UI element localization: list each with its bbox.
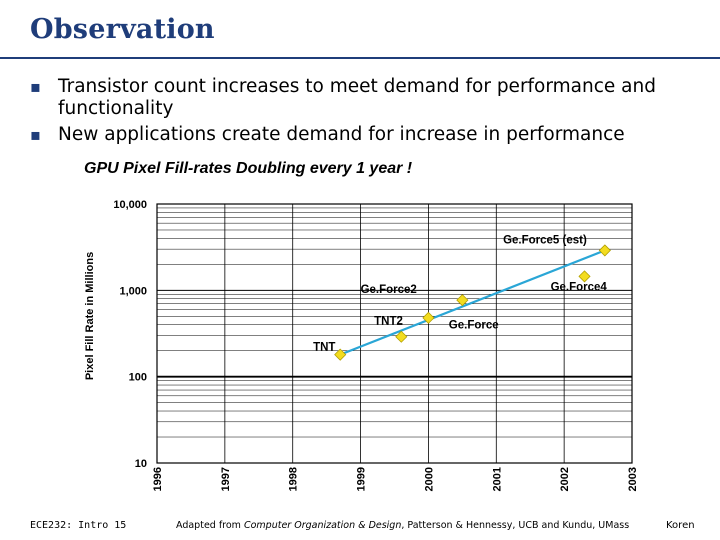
y-tick-label: 100	[129, 372, 147, 384]
trend-line	[339, 249, 606, 356]
x-tick-label: 2003	[627, 467, 639, 491]
x-tick-label: 2001	[491, 467, 503, 491]
bullet-list: ▪ Transistor count increases to meet dem…	[30, 76, 710, 150]
point-label: Ge.Force4	[551, 281, 608, 293]
data-point	[395, 330, 408, 343]
point-label: TNT2	[374, 316, 403, 328]
point-label: Ge.Force2	[361, 284, 417, 296]
x-tick-label: 1997	[220, 467, 232, 491]
bullet-text: New applications create demand for incre…	[58, 124, 625, 145]
footer-author: Koren	[666, 520, 695, 531]
bullet-item: ▪ Transistor count increases to meet dem…	[30, 76, 710, 120]
footer-course: ECE232: Intro 15	[30, 520, 127, 531]
y-axis-label: Pixel Fill Rate in Millions	[84, 252, 96, 380]
footer-credit-suffix: , Patterson & Hennessy, UCB and Kundu, U…	[401, 520, 630, 531]
y-tick-label: 10,000	[113, 199, 147, 211]
footer-credit: Adapted from Computer Organization & Des…	[176, 520, 629, 531]
y-tick-label: 1,000	[119, 285, 147, 297]
bullet-item: ▪ New applications create demand for inc…	[30, 124, 710, 146]
x-tick-label: 2002	[559, 467, 571, 491]
footer-credit-book: Computer Organization & Design	[243, 520, 402, 531]
x-tick-label: 2000	[423, 467, 435, 491]
data-point	[334, 348, 347, 361]
footer-credit-prefix: Adapted from	[176, 520, 244, 531]
bullet-text: Transistor count increases to meet deman…	[58, 76, 656, 119]
data-point	[456, 294, 469, 307]
title-rule	[0, 57, 720, 59]
point-label: TNT	[313, 342, 335, 354]
slide-title: Observation	[30, 14, 215, 45]
x-tick-label: 1996	[152, 467, 164, 491]
data-point	[598, 244, 611, 257]
square-bullet-icon: ▪	[30, 77, 41, 96]
chart-title: GPU Pixel Fill-rates Doubling every 1 ye…	[84, 160, 413, 177]
data-point	[578, 270, 591, 283]
data-point	[422, 311, 435, 324]
x-tick-label: 1999	[356, 467, 368, 491]
x-tick-label: 1998	[288, 467, 300, 491]
square-bullet-icon: ▪	[30, 125, 41, 144]
point-label: Ge.Force	[449, 320, 499, 332]
point-label: Ge.Force5 (est)	[503, 234, 587, 246]
y-tick-label: 10	[135, 458, 147, 470]
plot-frame	[156, 203, 633, 464]
